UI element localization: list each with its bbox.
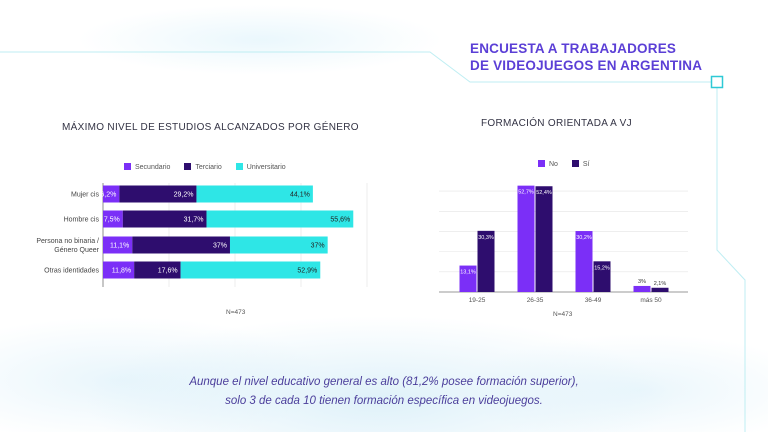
data-label-mujer-cis-terciario: 29,2% xyxy=(174,192,194,199)
legend-label-terciario: Terciario xyxy=(195,164,222,171)
right-chart-sample-size: N=473 xyxy=(553,311,573,318)
bar-otras-identidades-universitario xyxy=(180,261,321,279)
data-label-hombre-cis-universitario: 55,6% xyxy=(330,217,350,224)
legend-label-no: No xyxy=(549,161,558,168)
footer-caption-line1: Aunque el nivel educativo general es alt… xyxy=(189,375,579,388)
bar-hombre-cis-terciario xyxy=(122,210,207,228)
legend-swatch-secundario xyxy=(124,163,131,170)
bar-19-25-no xyxy=(459,265,477,292)
page-title-line2: DE VIDEOJUEGOS EN ARGENTINA xyxy=(470,58,703,73)
left-chart-category-label: Mujer cis xyxy=(71,192,100,199)
left-chart-category-label: Persona no binaria / xyxy=(36,238,99,245)
legend-item-secundario: Secundario xyxy=(124,163,170,171)
data-label-19-25-si: 30,3% xyxy=(478,235,494,241)
bar-mujer-cis-secundario xyxy=(103,185,120,203)
data-label-persona-no-binaria-genero-queer-secundario: 11,1% xyxy=(110,243,129,250)
right-chart-title: FORMACIÓN ORIENTADA A VJ xyxy=(481,118,632,129)
bar-26-35-si xyxy=(535,186,553,292)
left-chart-legend: Secundario Terciario Universitario xyxy=(124,163,298,171)
legend-item-universitario: Universitario xyxy=(235,163,286,171)
bar-36-49-no xyxy=(575,231,593,292)
page-title: ENCUESTA A TRABAJADORES DE VIDEOJUEGOS E… xyxy=(470,40,702,74)
left-chart-category-label: Hombre cis xyxy=(64,217,100,224)
right-chart-category-label: más 50 xyxy=(640,297,662,304)
data-label-19-25-no: 13,1% xyxy=(460,270,476,276)
data-label-mujer-cis-secundario: 6,2% xyxy=(100,192,116,199)
data-label-26-35-si: 52,4% xyxy=(536,190,552,196)
data-label-otras-identidades-terciario: 17,6% xyxy=(158,268,178,275)
legend-label-secundario: Secundario xyxy=(135,164,171,171)
data-label-36-49-no: 30,2% xyxy=(576,235,592,241)
bar-persona-no-binaria-genero-queer-universitario xyxy=(229,236,328,254)
bar-mas-50-si xyxy=(651,287,669,292)
legend-swatch-universitario xyxy=(235,163,243,170)
bar-hombre-cis-universitario xyxy=(206,210,354,228)
right-chart-category-label: 26-35 xyxy=(527,297,544,304)
legend-swatch-si xyxy=(571,160,579,167)
left-chart-category-label: Género Queer xyxy=(54,247,99,254)
bar-otras-identidades-secundario xyxy=(103,261,135,279)
data-label-36-49-si: 15,2% xyxy=(594,265,610,271)
data-label-persona-no-binaria-genero-queer-universitario: 37% xyxy=(311,243,325,250)
bar-36-49-si xyxy=(593,261,611,292)
legend-item-no: No xyxy=(538,160,558,168)
bar-persona-no-binaria-genero-queer-secundario xyxy=(103,236,133,254)
frame-corner-square xyxy=(710,75,724,89)
bar-26-35-no xyxy=(517,185,535,292)
bar-otras-identidades-terciario xyxy=(134,261,181,279)
page-title-line1: ENCUESTA A TRABAJADORES xyxy=(470,41,677,56)
footer-caption: Aunque el nivel educativo general es alt… xyxy=(0,373,768,411)
legend-label-universitario: Universitario xyxy=(246,164,286,171)
data-label-otras-identidades-universitario: 52,9% xyxy=(297,268,317,275)
data-label-26-35-no: 52,7% xyxy=(518,190,534,196)
right-chart-category-label: 36-49 xyxy=(585,297,602,304)
left-chart-category-label: Otras identidades xyxy=(44,268,99,275)
right-chart-legend: No Sí xyxy=(538,160,602,168)
data-label-otras-identidades-secundario: 11,8% xyxy=(112,268,131,275)
left-chart-sample-size: N=473 xyxy=(226,309,246,316)
bar-19-25-si xyxy=(477,230,495,292)
data-label-hombre-cis-secundario: 7,5% xyxy=(104,217,120,224)
footer-caption-line2: solo 3 de cada 10 tienen formación espec… xyxy=(225,394,543,407)
legend-swatch-no xyxy=(538,160,545,167)
bar-hombre-cis-secundario xyxy=(103,210,123,228)
bar-persona-no-binaria-genero-queer-terciario xyxy=(132,236,230,254)
bar-mujer-cis-terciario xyxy=(119,185,197,203)
legend-swatch-terciario xyxy=(184,163,192,170)
data-label-mas-50-si: 2,1% xyxy=(654,281,667,287)
legend-label-si: Sí xyxy=(582,161,590,168)
bar-mujer-cis-universitario xyxy=(196,185,313,203)
right-chart-category-label: 19-25 xyxy=(469,297,486,304)
data-label-persona-no-binaria-genero-queer-terciario: 37% xyxy=(213,243,227,250)
legend-item-terciario: Terciario xyxy=(184,163,222,171)
bar-mas-50-no xyxy=(633,285,651,292)
legend-item-si: Sí xyxy=(571,160,590,168)
data-label-mujer-cis-universitario: 44,1% xyxy=(290,192,310,199)
data-label-mas-50-no: 3% xyxy=(638,279,646,285)
data-label-hombre-cis-terciario: 31,7% xyxy=(184,217,204,224)
left-chart-title: MÁXIMO NIVEL DE ESTUDIOS ALCANZADOS POR … xyxy=(62,122,359,133)
